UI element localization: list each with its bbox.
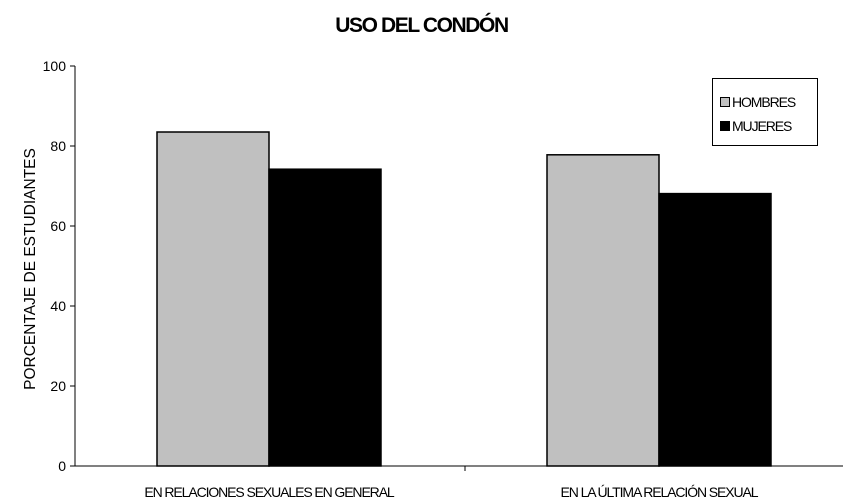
legend-item-mujeres: MUJERES: [720, 116, 792, 136]
x-tick-label-2: EN LA ÚLTIMA RELACIÓN SEXUAL: [561, 484, 759, 500]
bar-mujeres-1: [268, 168, 382, 467]
legend-item-hombres: HOMBRES: [720, 92, 796, 112]
bar-hombres-1: [156, 131, 270, 467]
bar-mujeres-2: [658, 192, 772, 467]
legend: HOMBRES MUJERES: [712, 78, 818, 146]
legend-label-hombres: HOMBRES: [732, 94, 796, 110]
y-tick-label-80: 80: [50, 138, 66, 154]
legend-swatch-hombres: [720, 97, 730, 107]
y-tick-label-20: 20: [50, 378, 66, 394]
y-tick-label-60: 60: [50, 218, 66, 234]
y-tick-label-100: 100: [43, 58, 67, 74]
y-tick-label-40: 40: [50, 298, 66, 314]
y-tick-label-0: 0: [58, 458, 66, 474]
bar-hombres-2: [546, 154, 660, 467]
legend-swatch-mujeres: [720, 121, 730, 131]
legend-label-mujeres: MUJERES: [732, 118, 792, 134]
chart-title: USO DEL CONDÓN: [335, 14, 509, 37]
x-tick-label-1: EN RELACIONES SEXUALES EN GENERAL: [144, 484, 395, 500]
